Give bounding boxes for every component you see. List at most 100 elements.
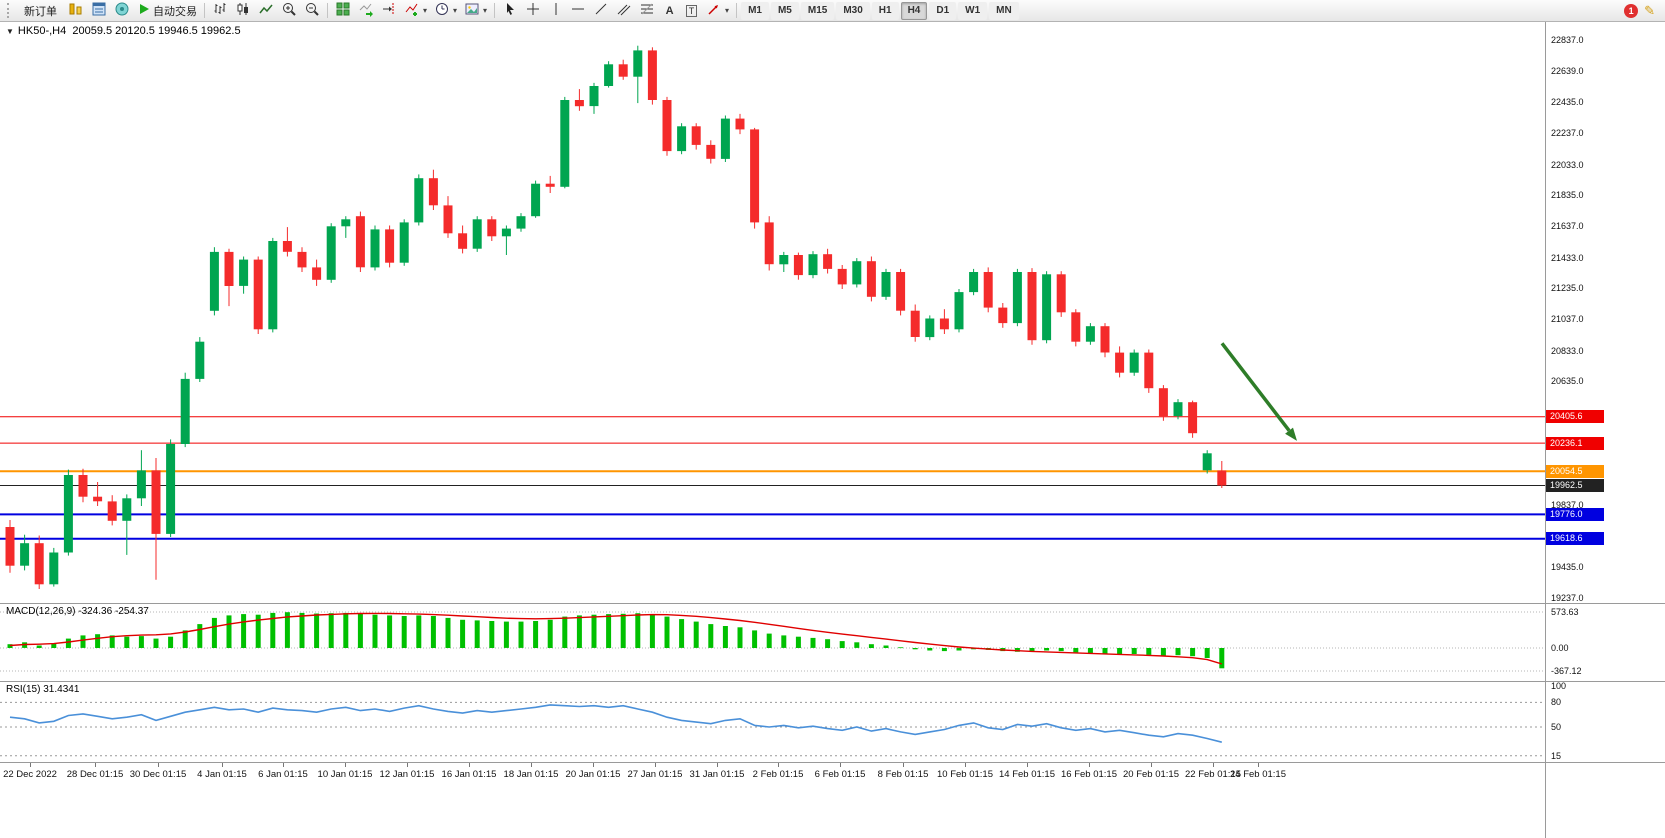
cursor-button[interactable] — [499, 1, 521, 20]
fibonacci-button[interactable] — [636, 1, 658, 20]
tf-button-M5[interactable]: M5 — [770, 1, 799, 20]
rsi-line — [9, 704, 1222, 743]
indicators-button[interactable]: ▾ — [401, 1, 430, 20]
tf-button-W1[interactable]: W1 — [958, 1, 988, 20]
candle-body — [823, 254, 833, 269]
macd-histogram-bar — [1073, 648, 1079, 653]
price-tag: 19962.5 — [1546, 479, 1604, 492]
navigator-button[interactable] — [111, 1, 133, 20]
chart-shift-button[interactable] — [378, 1, 400, 20]
macd-histogram-bar — [781, 635, 787, 648]
macd-histogram-bar — [255, 614, 261, 648]
macd-plot[interactable] — [0, 604, 1545, 681]
macd-histogram-bar — [1014, 648, 1020, 652]
notification-badge[interactable]: 1 — [1624, 3, 1639, 18]
zoom-out-button[interactable] — [301, 1, 323, 20]
arrows-button[interactable]: ▾ — [703, 1, 732, 20]
time-axis-label: 12 Jan 01:15 — [379, 769, 435, 780]
annotation-arrow[interactable] — [1220, 342, 1291, 432]
time-tick — [283, 763, 284, 767]
text-tool-button[interactable]: A — [659, 1, 680, 20]
crosshair-button[interactable] — [522, 1, 544, 20]
time-axis-label: 20 Feb 01:15 — [1123, 769, 1179, 780]
horizontal-line-button[interactable] — [567, 1, 589, 20]
main-chart-plot[interactable] — [0, 22, 1545, 603]
tf-button-D1[interactable]: D1 — [929, 1, 957, 20]
macd-histogram-bar — [401, 616, 407, 648]
macd-histogram-bar — [80, 635, 86, 648]
tf-button-H1[interactable]: H1 — [871, 1, 899, 20]
macd-histogram-bar — [722, 626, 728, 648]
candle-body — [852, 261, 862, 285]
tf-button-M1[interactable]: M1 — [741, 1, 769, 20]
macd-histogram-bar — [372, 614, 378, 648]
macd-histogram-bar — [883, 645, 889, 648]
pencil-icon[interactable]: ✎ — [1644, 3, 1655, 18]
candle-body — [764, 222, 774, 265]
macd-histogram-bar — [620, 613, 626, 648]
bar-chart-button[interactable] — [209, 1, 231, 20]
macd-histogram-bar — [737, 627, 743, 648]
tf-button-M30[interactable]: M30 — [836, 1, 870, 20]
toolbar-grip[interactable] — [7, 3, 13, 18]
price-tag: 20405.6 — [1546, 410, 1604, 424]
candle-body — [618, 64, 628, 77]
chart-title: ▼ HK50-,H4 20059.5 20120.5 19946.5 19962.… — [6, 25, 241, 37]
equidistant-channel-button[interactable] — [613, 1, 635, 20]
price-axis-label: 19237.0 — [1551, 592, 1584, 603]
bar-chart-icon — [212, 1, 228, 20]
macd-histogram-bar — [854, 642, 860, 648]
candle-body — [443, 205, 453, 234]
tf-button-M15[interactable]: M15 — [800, 1, 835, 20]
candle-body — [326, 226, 336, 280]
candle-body — [1100, 326, 1110, 353]
vertical-line-button[interactable] — [545, 1, 566, 20]
price-axis-label: 20833.0 — [1551, 345, 1584, 356]
candle-body — [341, 219, 351, 227]
candle-body — [297, 251, 307, 268]
price-axis[interactable]: 22837.0 22639.0 22435.0 22237.0 22033.0 21835… — [1545, 22, 1665, 838]
data-window-icon — [91, 1, 107, 20]
templates-button[interactable]: ▾ — [461, 1, 490, 20]
tile-windows-button[interactable] — [332, 1, 354, 20]
line-chart-button[interactable] — [255, 1, 277, 20]
periods-button[interactable]: ▾ — [431, 1, 460, 20]
trendline-icon — [593, 1, 609, 20]
trendline-button[interactable] — [590, 1, 612, 20]
macd-histogram-bar — [197, 624, 203, 648]
new-order-button[interactable]: 新订单 — [17, 1, 64, 20]
tf-button-MN[interactable]: MN — [989, 1, 1019, 20]
rsi-plot[interactable] — [0, 682, 1545, 762]
candle-body — [195, 341, 205, 379]
time-axis[interactable]: 22 Dec 2022 28 Dec 01:15 30 Dec 01:15 4 Jan… — [0, 763, 1545, 838]
candle-body — [910, 310, 920, 337]
data-window-button[interactable] — [88, 1, 110, 20]
timeframe-toolbar: M1 M5 M15 M30 H1 H4 D1 W1 MN — [741, 1, 1019, 20]
time-tick — [531, 763, 532, 767]
rsi-title: RSI(15) 31.4341 — [6, 684, 79, 695]
time-tick — [222, 763, 223, 767]
candle-body — [209, 251, 219, 311]
candle-body — [896, 272, 906, 311]
main-toolbar: 新订单 自动交易 — [0, 0, 1665, 22]
tf-button-H4[interactable]: H4 — [900, 1, 928, 20]
candlestick-chart-button[interactable] — [232, 1, 254, 20]
candle-body — [574, 100, 584, 107]
time-tick — [1151, 763, 1152, 767]
candle-body — [151, 470, 161, 534]
zoom-in-button[interactable] — [278, 1, 300, 20]
one-click-trading-toggle[interactable]: ▼ — [6, 27, 14, 36]
macd-histogram-bar — [635, 613, 641, 648]
time-tick — [1258, 763, 1259, 767]
time-tick — [778, 763, 779, 767]
fibonacci-icon — [639, 1, 655, 20]
market-watch-button[interactable] — [65, 1, 87, 20]
candle-body — [954, 292, 964, 330]
text-label-button[interactable]: T — [681, 1, 702, 20]
macd-histogram-bar — [36, 645, 42, 648]
auto-scroll-button[interactable] — [355, 1, 377, 20]
autotrading-button[interactable]: 自动交易 — [134, 1, 200, 20]
indicators-icon — [404, 1, 420, 20]
toolbar-separator — [204, 3, 205, 18]
